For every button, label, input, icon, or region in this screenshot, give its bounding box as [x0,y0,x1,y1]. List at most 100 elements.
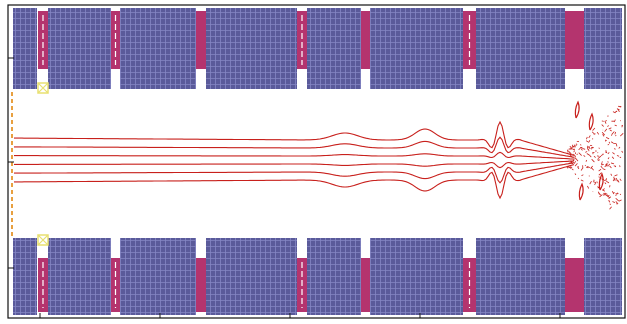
scatter-streak [590,146,594,150]
magnet-pole [463,11,476,69]
scatter-streak [573,153,577,157]
scatter-streak [574,163,578,167]
scatter-streak [587,185,590,189]
square-cross-marker-icon [37,82,49,94]
scatter-streak [619,105,622,108]
scatter-streak [585,159,588,162]
magnet-row-top [13,8,622,89]
magnet-block [48,238,111,315]
scatter-streak [610,162,615,165]
scatter-streak [571,159,575,163]
scatter-streak [598,172,602,176]
scatter-streak [583,155,586,157]
scatter-streak [575,158,579,162]
scatter-streak [604,182,607,185]
scatter-streak [580,167,584,171]
magnet-block [584,8,622,89]
scatter-streak [572,148,575,151]
scatter-streak [570,155,573,158]
scatter-streak [611,134,613,136]
scatter-streak [574,173,577,176]
markers [11,82,49,246]
scatter-streak [598,168,602,172]
scatter-streak [568,150,571,154]
magnet-block [476,238,565,315]
scatter-streak [585,151,588,153]
scatter-streak [609,206,612,210]
scatter-streak [617,108,620,113]
scatter-streak [601,120,604,122]
magnet-pole [111,11,120,69]
scatter-streak [589,144,593,147]
scatter-streak [581,147,583,149]
scatter-streak [567,149,569,153]
magnet-block [370,8,463,89]
scatter-streak [581,174,584,177]
scatter-streak [605,137,610,140]
scatter-streak [586,153,590,156]
trajectory-line [14,164,575,200]
scatter-streak [612,152,615,155]
scatter-streak [592,127,596,131]
scatter-streak [602,189,605,192]
magnet-block [307,238,361,315]
scatter-streak [603,179,607,181]
scatter-streak [591,131,595,135]
magnet-pole [361,258,370,312]
scatter-streak [614,110,617,113]
scatter-streak [616,180,619,182]
scatter-streak [619,165,621,168]
scatter-streak [610,173,613,176]
scatter-streak [604,163,608,168]
scatter-streak [608,141,611,144]
scatter-streak [574,144,576,148]
scatter-streak [616,108,620,111]
scatter-streak [615,201,619,205]
scatter-arc [574,100,580,119]
trajectory-line [14,120,575,156]
scatter-streak [613,119,616,123]
scatter-streak [613,148,616,150]
scatter-streak [578,146,582,150]
magnet-block [584,238,622,315]
diagram-frame [7,4,626,319]
magnet-block [48,8,111,89]
scatter-streak [606,180,610,184]
scatter-streak [578,152,582,156]
magnet-pole [38,11,48,69]
scatter-streak [586,146,589,150]
magnet-block [120,238,196,315]
scatter-streak [615,197,619,202]
square-cross-marker-icon [37,234,49,246]
scatter-streak [591,158,595,163]
scatter-streak [608,196,612,199]
scatter-streak [615,110,618,113]
scatter-streak [568,166,572,169]
scatter-streak [617,105,621,108]
scatter-streak [582,148,586,150]
scatter-streak [580,179,584,182]
magnet-pole [196,258,206,312]
scatter-streak [594,182,597,186]
scatter-streak [588,135,591,139]
scatter-streak [592,181,596,183]
scatter-streak [604,192,608,195]
magnet-pole [361,11,370,69]
scatter-streak [619,133,624,137]
magnet-block [307,8,361,89]
scatter-streak [618,146,621,149]
trajectory-line [14,136,575,158]
beam-trajectories [14,120,575,200]
scatter-streak [568,148,572,150]
magnet-pole [565,258,584,312]
scatter-streak [602,168,606,171]
scatter-streak [591,167,595,171]
scatter-streak [615,143,618,147]
scatter-streak [601,124,604,127]
scatter-streak [573,150,575,153]
scatter-streak [589,180,592,185]
beam-scatter-region [565,100,624,210]
scatter-streak [604,128,608,132]
trajectory-line [14,151,575,160]
